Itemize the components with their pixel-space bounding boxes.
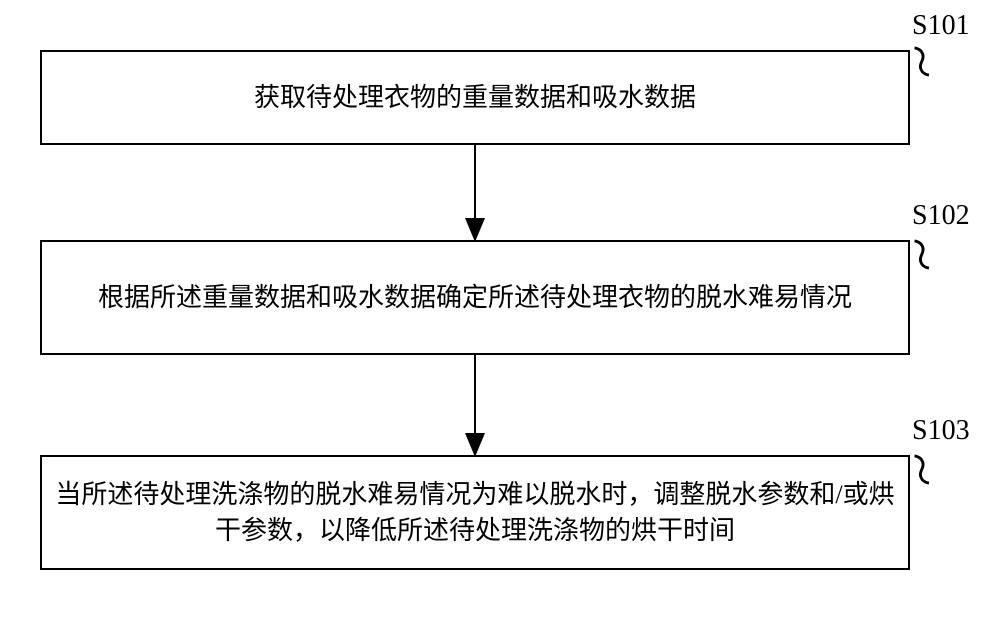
step-text: 当所述待处理洗涤物的脱水难易情况为难以脱水时，调整脱水参数和/或烘干参数，以降低… xyxy=(42,477,908,547)
step-box-s101: 获取待处理衣物的重量数据和吸水数据 xyxy=(40,50,910,145)
step-text: 根据所述重量数据和吸水数据确定所述待处理衣物的脱水难易情况 xyxy=(88,280,862,315)
connector-tilde-icon: 〜 xyxy=(892,35,953,87)
step-box-s103: 当所述待处理洗涤物的脱水难易情况为难以脱水时，调整脱水参数和/或烘干参数，以降低… xyxy=(40,455,910,570)
step-text: 获取待处理衣物的重量数据和吸水数据 xyxy=(244,80,706,115)
connector-tilde-icon: 〜 xyxy=(892,228,953,280)
step-box-s102: 根据所述重量数据和吸水数据确定所述待处理衣物的脱水难易情况 xyxy=(40,240,910,355)
connector-tilde-icon: 〜 xyxy=(892,443,953,495)
